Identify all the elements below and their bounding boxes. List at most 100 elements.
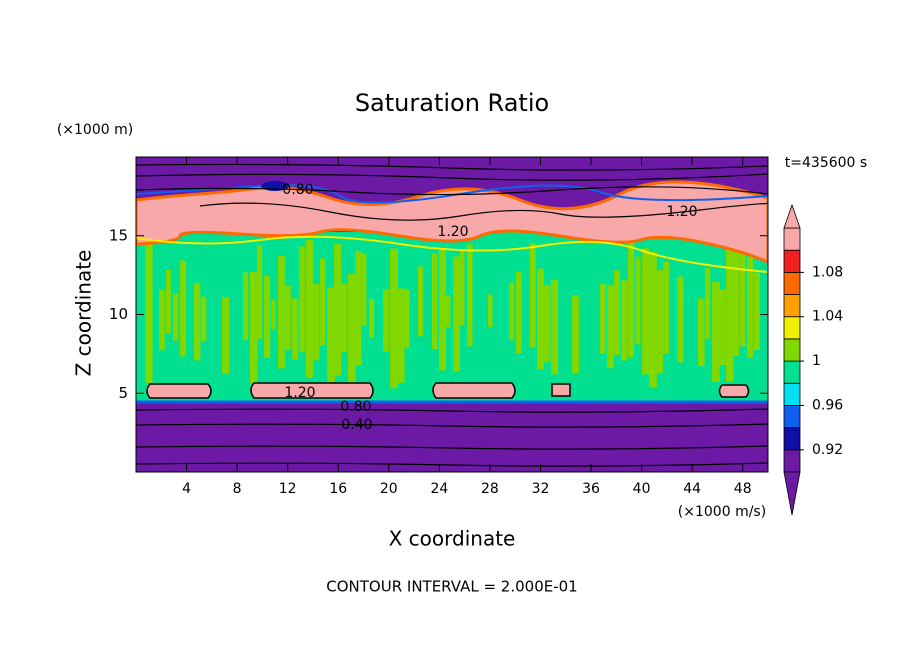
colorbar-under — [783, 471, 801, 516]
field-region — [285, 285, 291, 351]
field-region — [222, 297, 230, 374]
field-region — [159, 290, 165, 351]
field-region — [278, 256, 285, 369]
colorbar-tick-label: 0.96 — [812, 397, 843, 413]
field-region — [453, 256, 460, 372]
colorbar-tick-label: 1.08 — [812, 264, 843, 280]
field-region — [544, 284, 551, 363]
y-axis-label: Z coordinate — [72, 250, 96, 377]
colorbar-bin — [783, 427, 801, 451]
field-region — [250, 271, 258, 384]
contour-label: 1.20 — [666, 204, 697, 220]
field-region — [383, 288, 389, 352]
field-region — [292, 298, 299, 360]
field-region — [136, 184, 768, 204]
field-region — [635, 256, 641, 345]
x-tick-label: 20 — [380, 481, 398, 497]
colorbar-bin — [783, 249, 801, 273]
y-tick-label: 5 — [118, 384, 128, 402]
field-region — [621, 280, 628, 361]
colorbar-bin — [783, 294, 801, 318]
contour-label: 0.40 — [341, 417, 372, 433]
contour-label: 0.80 — [282, 182, 313, 198]
field-region — [348, 274, 356, 389]
field-region — [145, 244, 153, 383]
x-tick-label: 40 — [633, 481, 651, 497]
field-region — [530, 243, 536, 348]
x-tick-label: 24 — [430, 481, 448, 497]
field-region — [649, 251, 657, 388]
field-region — [418, 266, 424, 337]
field-region — [136, 235, 768, 273]
field-region — [320, 258, 326, 346]
field-region — [166, 269, 171, 334]
chart-title: Saturation Ratio — [355, 89, 549, 117]
field-region — [516, 271, 522, 354]
field-region — [432, 253, 438, 350]
x-tick-label: 8 — [233, 481, 242, 497]
field-region — [446, 295, 451, 328]
field-region — [467, 244, 473, 347]
field-region — [341, 283, 347, 353]
field-region — [313, 283, 320, 361]
field-region — [614, 270, 621, 356]
field-region — [180, 260, 187, 357]
footer: CONTOUR INTERVAL = 2.000E-01 — [326, 578, 577, 596]
field-region — [173, 293, 179, 341]
colorbar-bin — [783, 405, 801, 429]
y-units: (×1000 m) — [57, 122, 133, 138]
field-region — [733, 244, 740, 357]
field-region — [488, 294, 493, 328]
time-label: t=435600 s — [785, 155, 867, 171]
x-axis-label: X coordinate — [389, 527, 516, 551]
field-region — [243, 272, 249, 340]
field-region — [390, 248, 398, 389]
field-region — [439, 248, 446, 371]
field-region — [712, 282, 720, 382]
field-region — [537, 268, 544, 370]
x-tick-label: 36 — [582, 481, 600, 497]
field-region — [656, 270, 664, 373]
field-region — [628, 241, 635, 357]
field-region — [600, 283, 606, 354]
field-region — [509, 282, 515, 341]
y-tick-label: 15 — [109, 226, 128, 244]
field-region — [740, 245, 746, 347]
field-region — [306, 240, 314, 378]
field-region — [572, 295, 580, 373]
colorbar-bin — [783, 316, 801, 340]
colorbar-bin — [783, 360, 801, 384]
field-region — [754, 272, 760, 351]
field-region — [747, 256, 754, 358]
colorbar-bin — [783, 271, 801, 295]
field-region — [334, 243, 342, 376]
field-region — [663, 261, 669, 354]
field-region — [698, 298, 705, 367]
x-tick-label: 4 — [182, 481, 191, 497]
x-tick-label: 32 — [532, 481, 550, 497]
field-region — [271, 299, 276, 330]
colorbar-bin — [783, 227, 801, 251]
contour-lines — [136, 163, 768, 467]
field-region — [136, 232, 768, 402]
field-region — [194, 283, 201, 361]
colorbar-over — [783, 203, 801, 229]
field-region — [327, 287, 335, 390]
x-tick-label: 12 — [279, 481, 297, 497]
field-region — [460, 249, 465, 326]
x-tick-label: 44 — [683, 481, 701, 497]
contour-label: 1.20 — [437, 224, 468, 240]
x-tick-label: 28 — [481, 481, 499, 497]
colorbar-tick-label: 0.92 — [812, 442, 843, 458]
field-region — [726, 240, 734, 382]
field-region — [257, 245, 263, 340]
field-region — [146, 382, 750, 399]
field-region — [355, 251, 362, 366]
colorbar-bin — [783, 449, 801, 473]
field-region — [404, 289, 410, 348]
field-region — [719, 289, 726, 366]
x-units: (×1000 m/s) — [678, 504, 766, 520]
x-tick-label: 16 — [329, 481, 347, 497]
contour-label: 1.20 — [284, 385, 315, 401]
